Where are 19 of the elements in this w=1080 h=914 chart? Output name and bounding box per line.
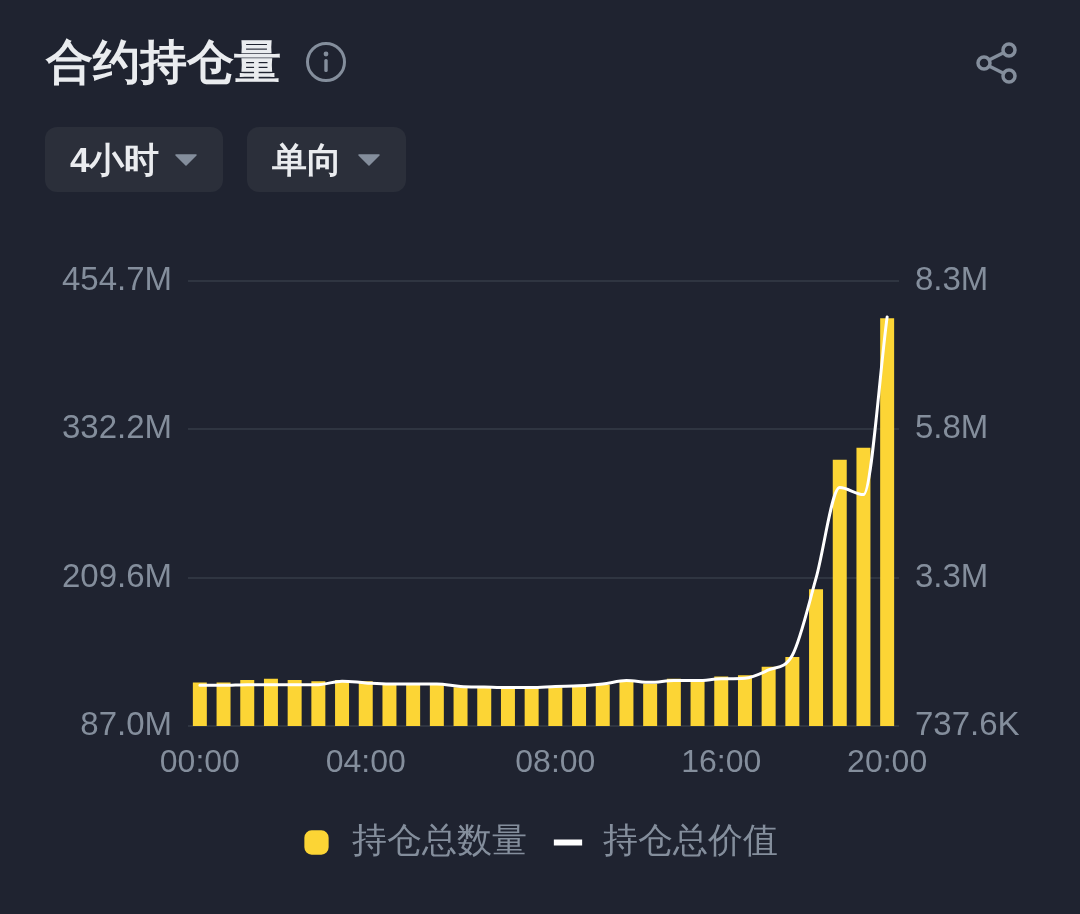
x-tick-label: 20:00 bbox=[847, 743, 928, 780]
dropdown-button: 4小时 bbox=[45, 127, 224, 192]
legend-label: 持仓总数量 bbox=[351, 820, 527, 860]
x-tick-label: 08:00 bbox=[515, 743, 596, 780]
x-tick-label: 00:00 bbox=[159, 743, 240, 780]
y-tick-label: 454.7M bbox=[61, 260, 172, 298]
y2-tick-label: 5.8M bbox=[915, 408, 989, 446]
x-tick-label: 04:00 bbox=[325, 743, 406, 780]
chart-title: 合约持仓量 bbox=[46, 34, 281, 90]
y2-tick-label: 3.3M bbox=[915, 556, 989, 594]
y2-tick-label: 737.6K bbox=[915, 705, 1020, 743]
legend-label: 持仓总价值 bbox=[603, 820, 778, 860]
y-tick-label: 209.6M bbox=[61, 556, 172, 594]
y-tick-label: 332.2M bbox=[61, 408, 172, 446]
line-series bbox=[198, 315, 889, 690]
y-tick-label: 87.0M bbox=[80, 705, 172, 743]
y2-tick-label: 8.3M bbox=[915, 260, 989, 298]
dropdown-button: 单向 bbox=[247, 127, 407, 192]
x-tick-label: 16:00 bbox=[681, 743, 762, 780]
